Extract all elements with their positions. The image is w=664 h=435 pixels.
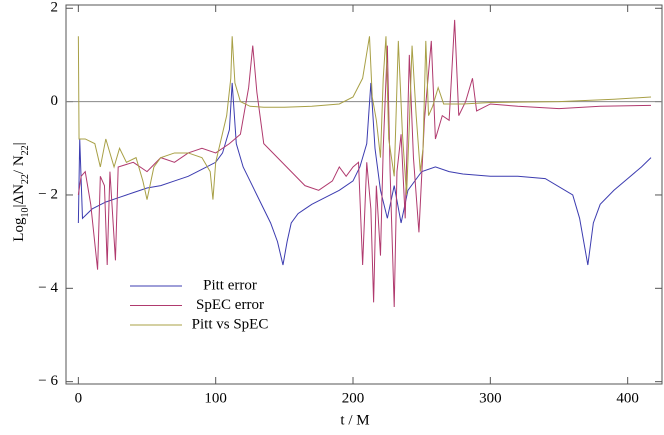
- y-label-part: |ΔN: [11, 184, 27, 208]
- legend-label: Pitt error: [203, 277, 257, 293]
- y-tick-label: 0: [51, 93, 59, 109]
- x-tick-label: 400: [616, 390, 639, 406]
- series-line: [77, 36, 652, 200]
- y-label-subscript: 22: [20, 174, 31, 184]
- y-label-part: |: [11, 142, 27, 145]
- x-axis-label: t / M: [340, 412, 369, 428]
- x-tick-label: 0: [75, 390, 83, 406]
- series-line: [77, 19, 652, 308]
- y-label-part: / N: [11, 155, 27, 174]
- y-tick-label: − 6: [38, 373, 58, 389]
- y-tick-label: 2: [51, 0, 59, 16]
- x-tick-label: 200: [342, 390, 365, 406]
- series-line: [77, 82, 652, 266]
- x-tick-label: 300: [479, 390, 502, 406]
- y-label-part: Log: [11, 217, 27, 242]
- y-axis-label: Log10|ΔN22/ N22|: [11, 142, 30, 241]
- y-tick-label: − 2: [38, 186, 58, 202]
- legend-label: Pitt vs SpEC: [192, 316, 269, 332]
- y-tick-label: − 4: [38, 280, 58, 296]
- y-label-subscript: 10: [20, 208, 31, 218]
- x-tick-label: 100: [204, 390, 227, 406]
- legend-label: SpEC error: [196, 297, 264, 313]
- y-label-subscript: 22: [20, 145, 31, 155]
